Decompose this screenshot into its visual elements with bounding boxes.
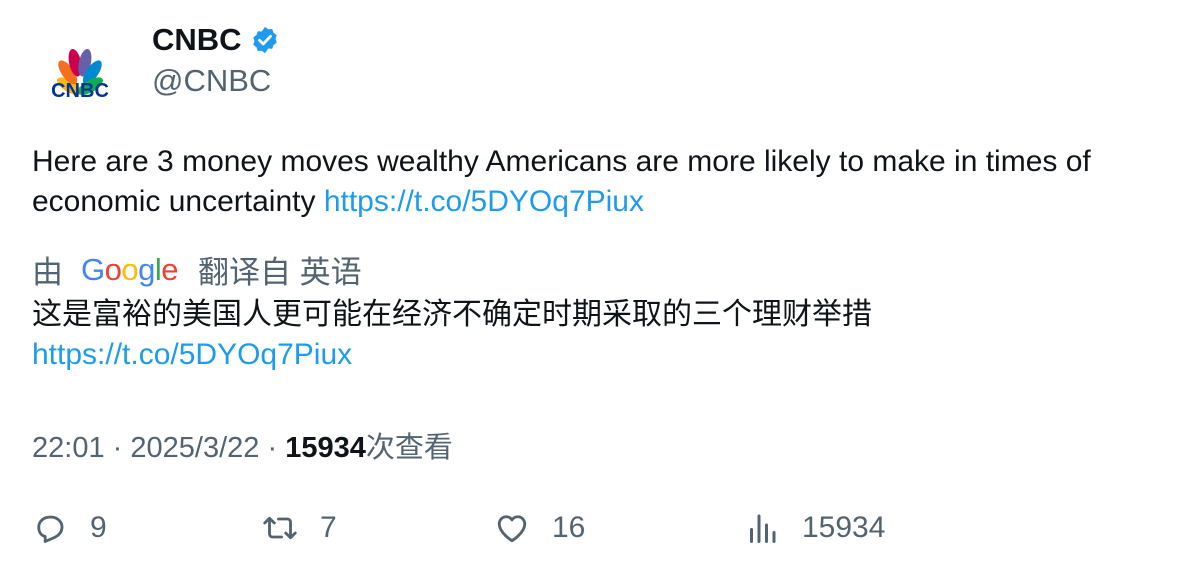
translated-link[interactable]: https://t.co/5DYOq7Piux [32, 338, 353, 371]
translated-text: 这是富裕的美国人更可能在经济不确定时期采取的三个理财举措 https://t.c… [32, 295, 1182, 375]
logo-text: CNBC [51, 80, 109, 102]
translation-suffix[interactable]: 翻译自 英语 [198, 255, 362, 290]
action-bar: 9 7 16 15934 [32, 510, 1182, 554]
translated-body: 这是富裕的美国人更可能在经济不确定时期采取的三个理财举措 [32, 298, 872, 331]
translation-prefix: 由 [32, 255, 63, 290]
meta-separator: · [112, 432, 123, 464]
retweet-icon [263, 516, 297, 540]
author-name[interactable]: CNBC [152, 22, 242, 57]
like-count: 16 [552, 511, 586, 544]
tweet-meta: 22:01 · 2025/3/22 · 15934次查看 [32, 424, 453, 466]
avatar[interactable]: CNBC [32, 32, 128, 112]
tweet-time[interactable]: 22:01 [32, 432, 105, 464]
reply-count: 9 [90, 511, 107, 544]
retweet-button[interactable]: 7 [262, 510, 337, 546]
heart-icon [497, 515, 527, 543]
views-count: 15934 [285, 432, 366, 464]
reply-icon [37, 515, 64, 543]
tweet-date[interactable]: 2025/3/22 [130, 432, 260, 464]
tweet-body: Here are 3 money moves wealthy Americans… [32, 145, 1091, 218]
cnbc-peacock-logo-icon: CNBC [51, 48, 109, 102]
like-button[interactable]: 16 [494, 510, 585, 546]
views-action-count: 15934 [802, 511, 886, 544]
meta-separator: · [267, 432, 278, 464]
views-label: 次查看 [365, 432, 453, 464]
tweet-text: Here are 3 money moves wealthy Americans… [32, 142, 1182, 222]
author-handle[interactable]: @CNBC [152, 63, 272, 98]
reply-button[interactable]: 9 [32, 510, 107, 546]
verified-badge-icon [252, 26, 277, 54]
tweet-link[interactable]: https://t.co/5DYOq7Piux [323, 185, 644, 218]
author-name-row: CNBC [152, 22, 280, 58]
views-chart-icon [750, 514, 776, 543]
views-button[interactable]: 15934 [744, 510, 885, 546]
retweet-count: 7 [320, 511, 337, 544]
